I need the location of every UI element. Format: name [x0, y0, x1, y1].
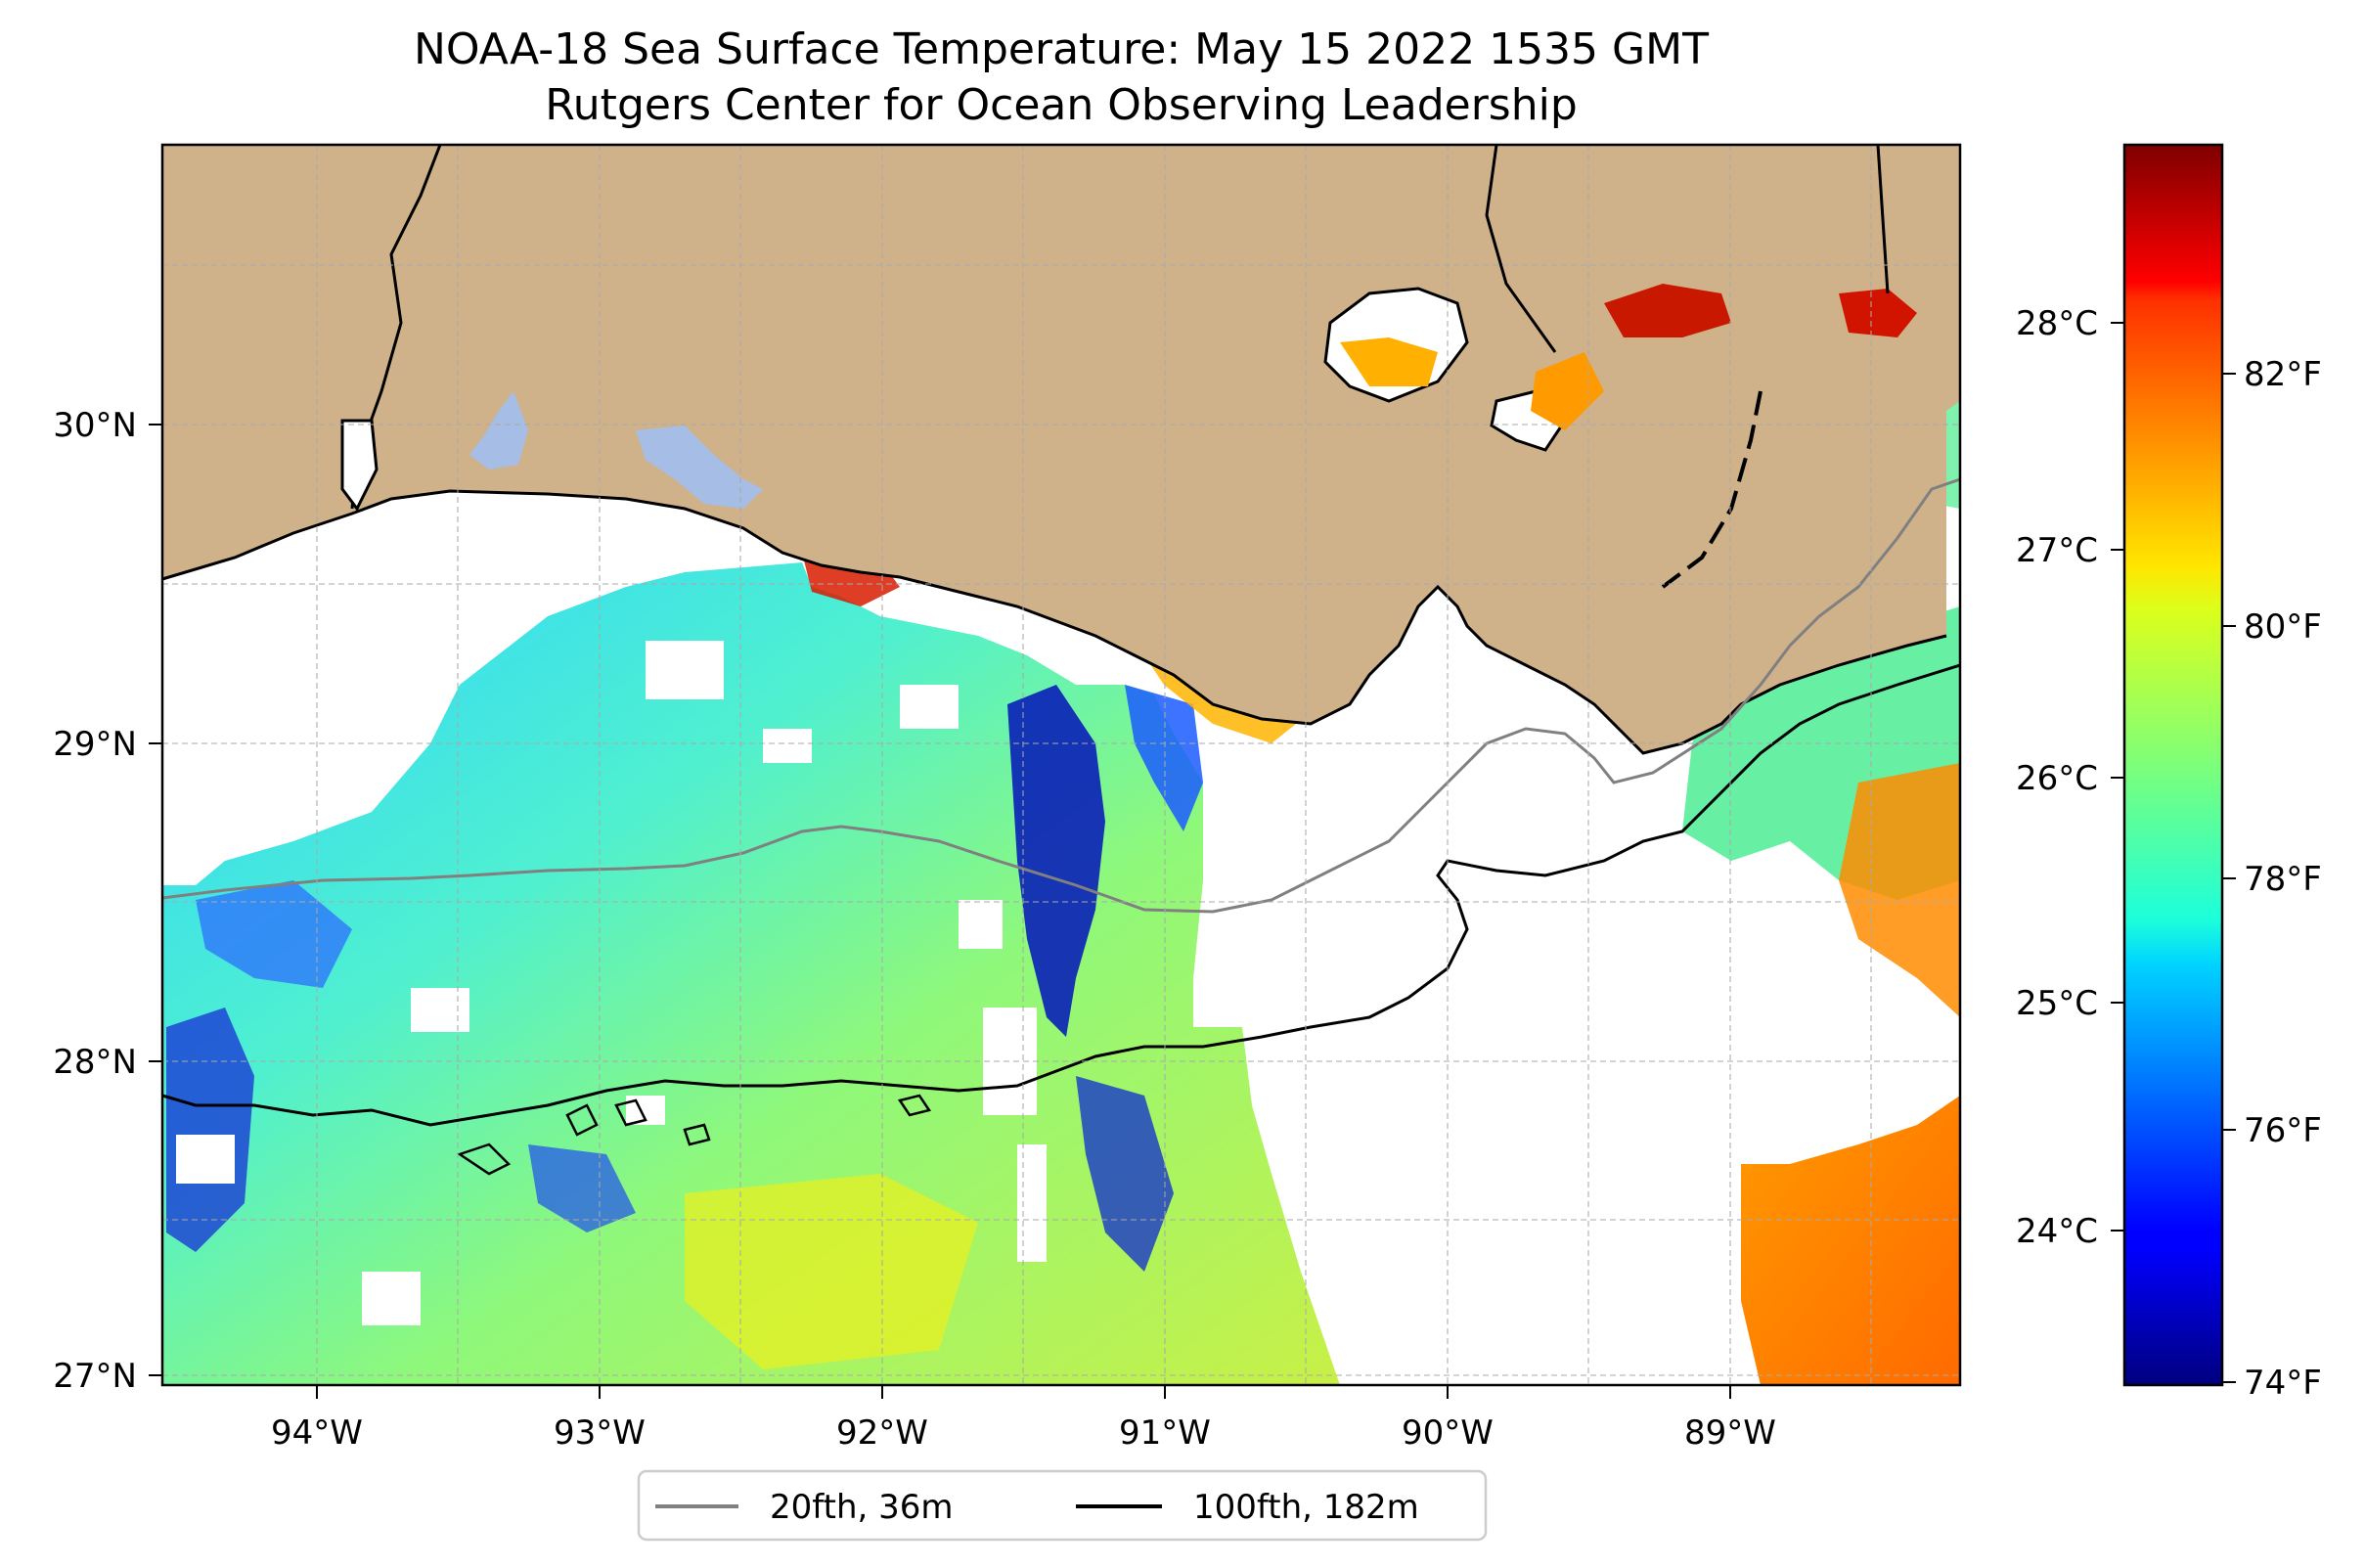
map-panel — [162, 145, 1960, 1385]
sst-cool-patch-south — [1076, 1076, 1174, 1272]
colorbar-celsius-ticks: 28°C 27°C 26°C 25°C 24°C — [2016, 304, 2124, 1251]
state-border-ms-al — [1876, 145, 1890, 294]
lat-axis: 30°N 29°N 28°N 27°N — [53, 406, 162, 1396]
delta-dashes — [1661, 390, 1763, 589]
sst-coastal-warm-1 — [1531, 352, 1604, 430]
lon-tick-label: 89°W — [1684, 1413, 1776, 1453]
celsius-tick-label: 25°C — [2016, 984, 2098, 1023]
state-border-east — [1485, 145, 1557, 353]
lat-tick-label: 30°N — [53, 406, 137, 445]
sst-lake-warm — [1340, 337, 1438, 386]
lon-tick-label: 91°W — [1119, 1413, 1211, 1453]
colorbar: 28°C 27°C 26°C 25°C 24°C 82°F 80°F 78°F … — [2016, 143, 2322, 1403]
fahrenheit-tick-label: 76°F — [2244, 1111, 2322, 1150]
sst-cool-band-central — [1007, 685, 1105, 1037]
sst-coastal-hot-1 — [1604, 284, 1731, 337]
legend-label-100fth: 100fth, 182m — [1193, 1488, 1419, 1527]
lat-tick-label: 29°N — [53, 725, 137, 764]
map-frame — [160, 143, 1962, 1387]
lon-axis: 94°W 93°W 92°W 91°W 90°W 89°W — [271, 1385, 1776, 1453]
chart-title: NOAA-18 Sea Surface Temperature: May 15 … — [414, 24, 1709, 74]
chart-subtitle: Rutgers Center for Ocean Observing Leade… — [545, 80, 1578, 130]
sabine-lake — [340, 419, 379, 512]
lake-grand — [636, 426, 763, 509]
sst-cool-patch-mid — [528, 1144, 636, 1232]
sst-southeast — [1741, 1096, 1960, 1385]
celsius-tick-label: 26°C — [2016, 759, 2098, 798]
sst-cool-patch-nw — [196, 880, 352, 988]
celsius-tick-label: 24°C — [2016, 1212, 2098, 1251]
sst-east-warm-strip — [1839, 763, 1960, 1017]
celsius-tick-label: 27°C — [2016, 531, 2098, 570]
fahrenheit-tick-label: 82°F — [2244, 355, 2322, 394]
lat-tick-label: 28°N — [53, 1043, 137, 1082]
fahrenheit-tick-label: 78°F — [2244, 860, 2322, 899]
gridlines — [162, 145, 1960, 1385]
legend-box — [637, 1469, 1488, 1542]
land-mass — [162, 145, 1960, 753]
legend: 20fth, 36m 100fth, 182m — [637, 1469, 1488, 1542]
isobath-100fth — [162, 663, 1960, 1127]
sst-warm-patch-south — [685, 1174, 978, 1369]
legend-label-20fth: 20fth, 36m — [770, 1488, 954, 1527]
colorbar-fahrenheit-ticks: 82°F 80°F 78°F 76°F 74°F — [2222, 355, 2322, 1403]
sst-cool-patch-west — [166, 1008, 254, 1252]
coastline — [162, 489, 1947, 755]
celsius-tick-label: 28°C — [2016, 304, 2098, 343]
colorbar-gradient — [2122, 143, 2224, 1387]
sst-field — [162, 548, 1340, 1385]
lat-tick-label: 27°N — [53, 1357, 137, 1396]
sst-coastal-hot-2 — [1839, 289, 1917, 337]
lon-tick-label: 93°W — [554, 1413, 646, 1453]
lon-tick-label: 90°W — [1402, 1413, 1494, 1453]
lon-tick-label: 92°W — [836, 1413, 928, 1453]
isobath-islands — [457, 1094, 932, 1176]
fahrenheit-tick-label: 80°F — [2244, 607, 2322, 647]
lake-calcasieu — [469, 391, 528, 470]
fahrenheit-tick-label: 74°F — [2244, 1364, 2322, 1403]
lon-tick-label: 94°W — [271, 1413, 363, 1453]
data-gaps — [176, 641, 1047, 1325]
sst-cool-band-east — [1125, 685, 1203, 831]
